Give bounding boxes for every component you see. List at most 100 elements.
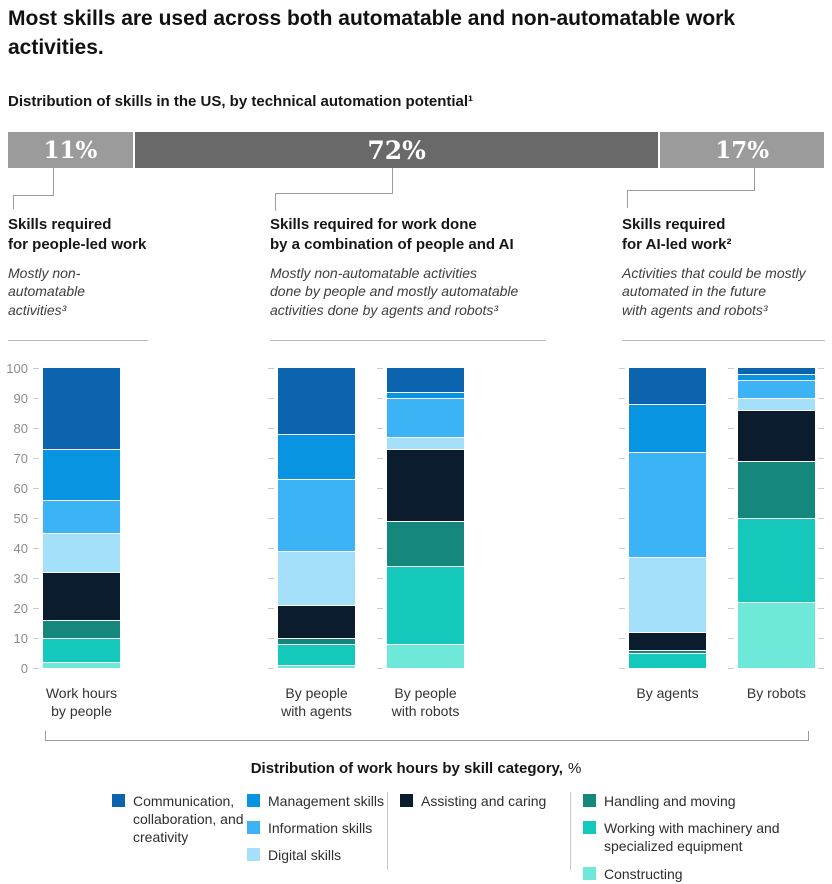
y-axis-label: 100 [6, 361, 28, 376]
legend-swatch-digital [247, 848, 260, 862]
y-axis-tick [33, 668, 39, 669]
bar-segment-machinery [738, 518, 815, 602]
bar-segment-management [43, 449, 120, 500]
y-axis-tick [33, 518, 39, 519]
bar-segment-communication [387, 368, 464, 392]
y-axis-tick [377, 668, 383, 669]
y-axis-tick [728, 578, 734, 579]
y-axis-tick [619, 518, 625, 519]
y-axis-tick [818, 548, 824, 549]
legend-item-machinery: Working with machinery and specialized e… [583, 819, 807, 855]
automation-share-label: 72% [367, 135, 426, 165]
bar-column [43, 368, 120, 668]
bar-segment-digital [629, 557, 706, 632]
bar-column [387, 368, 464, 668]
bar-segment-assisting [738, 410, 815, 461]
legend-divider [387, 792, 388, 870]
section-heading: Skills required for people-led work [8, 216, 147, 253]
legend-group: Handling and moving Working with machiner… [583, 792, 807, 883]
axis-bracket [45, 731, 809, 741]
y-axis-tick [619, 578, 625, 579]
connector-line-right [627, 168, 755, 191]
y-axis-tick [33, 608, 39, 609]
bar-segment-information [43, 500, 120, 533]
bar-segment-constructing [738, 602, 815, 668]
y-axis-label: 20 [13, 601, 28, 616]
bar-segment-handling [387, 521, 464, 566]
y-axis-tick [268, 398, 274, 399]
legend-label: Management skills [268, 793, 384, 809]
bar-segment-management [387, 392, 464, 398]
automation-share-segment: 72% [134, 132, 659, 168]
automation-potential-bar: 11% 72% 17% [8, 132, 824, 168]
section-heading: Skills required for work done by a combi… [270, 216, 514, 253]
bar-segment-constructing [278, 665, 355, 668]
y-axis-tick [728, 638, 734, 639]
x-axis-label: By people with robots [391, 685, 460, 720]
y-axis-label: 80 [13, 421, 28, 436]
bar-column [278, 368, 355, 668]
legend-item-constructing: Constructing [583, 865, 807, 883]
bar-segment-handling [738, 461, 815, 518]
y-axis-tick [377, 578, 383, 579]
legend-item-communication: Communication, collaboration, and creati… [112, 792, 247, 847]
section-description: Activities that could be mostly automate… [622, 265, 806, 318]
legend-group: Management skills Information skills Digit… [247, 792, 387, 865]
legend-label: Information skills [268, 820, 373, 837]
legend-swatch-handling [583, 794, 596, 807]
section-people-and-ai: Skills required for work done by a combi… [270, 215, 570, 341]
bar-segment-assisting [278, 605, 355, 638]
y-axis-tick [818, 458, 824, 459]
y-axis-label: 60 [13, 481, 28, 496]
section-description: Mostly non-automatable activities done b… [270, 265, 519, 318]
figure-title: Most skills are used across both automat… [8, 7, 735, 60]
legend-swatch-information [247, 821, 260, 835]
y-axis-tick [619, 368, 625, 369]
y-axis-tick [619, 398, 625, 399]
legend-item-handling: Handling and moving [583, 792, 807, 810]
legend-label: Working with machinery and specialized e… [604, 820, 780, 855]
legend-group: Communication, collaboration, and creati… [112, 792, 247, 847]
caption-unit: % [567, 760, 582, 777]
y-axis-tick [268, 668, 274, 669]
bar-segment-assisting [387, 449, 464, 521]
legend-swatch-management [247, 794, 260, 807]
connector-line-left [13, 168, 54, 196]
section-divider [622, 340, 825, 341]
section-divider [8, 340, 148, 341]
y-axis-tick [33, 458, 39, 459]
y-axis-tick [33, 488, 39, 489]
y-axis-tick [818, 608, 824, 609]
legend-label: Assisting and caring [421, 793, 547, 809]
y-axis-tick [728, 368, 734, 369]
y-axis-tick [619, 608, 625, 609]
y-axis-tick [728, 548, 734, 549]
y-axis-tick [377, 428, 383, 429]
caption-text: Distribution of work hours by skill cate… [250, 760, 563, 777]
bar-segment-machinery [278, 644, 355, 665]
y-axis-tick [619, 488, 625, 489]
legend-item-information: Information skills [247, 819, 387, 837]
legend-swatch-machinery [583, 821, 596, 835]
y-axis-label: 50 [13, 511, 28, 526]
x-axis-label: By agents [636, 685, 699, 701]
y-axis-tick [818, 488, 824, 489]
bar-segment-information [738, 380, 815, 398]
y-axis-label: 10 [13, 631, 28, 646]
automation-share-label: 17% [715, 136, 770, 164]
plot-area: 0 10 20 30 40 50 60 70 80 90 100 Work hours by peop… [0, 361, 832, 719]
bar-segment-digital [738, 398, 815, 410]
section-people-led: Skills required for people-led work Most… [8, 215, 198, 341]
legend-swatch-assisting [400, 794, 413, 807]
legend-label: Communication, collaboration, and creati… [133, 793, 244, 846]
y-axis-tick [377, 368, 383, 369]
y-axis-tick [268, 428, 274, 429]
chart-caption: Distribution of work hours by skill cate… [0, 760, 832, 777]
y-axis-tick [818, 518, 824, 519]
y-axis-tick [619, 638, 625, 639]
legend-item-digital: Digital skills [247, 846, 387, 864]
bar-segment-constructing [43, 662, 120, 668]
legend-label: Digital skills [268, 847, 342, 864]
x-axis-label: Work hours by people [45, 685, 118, 720]
